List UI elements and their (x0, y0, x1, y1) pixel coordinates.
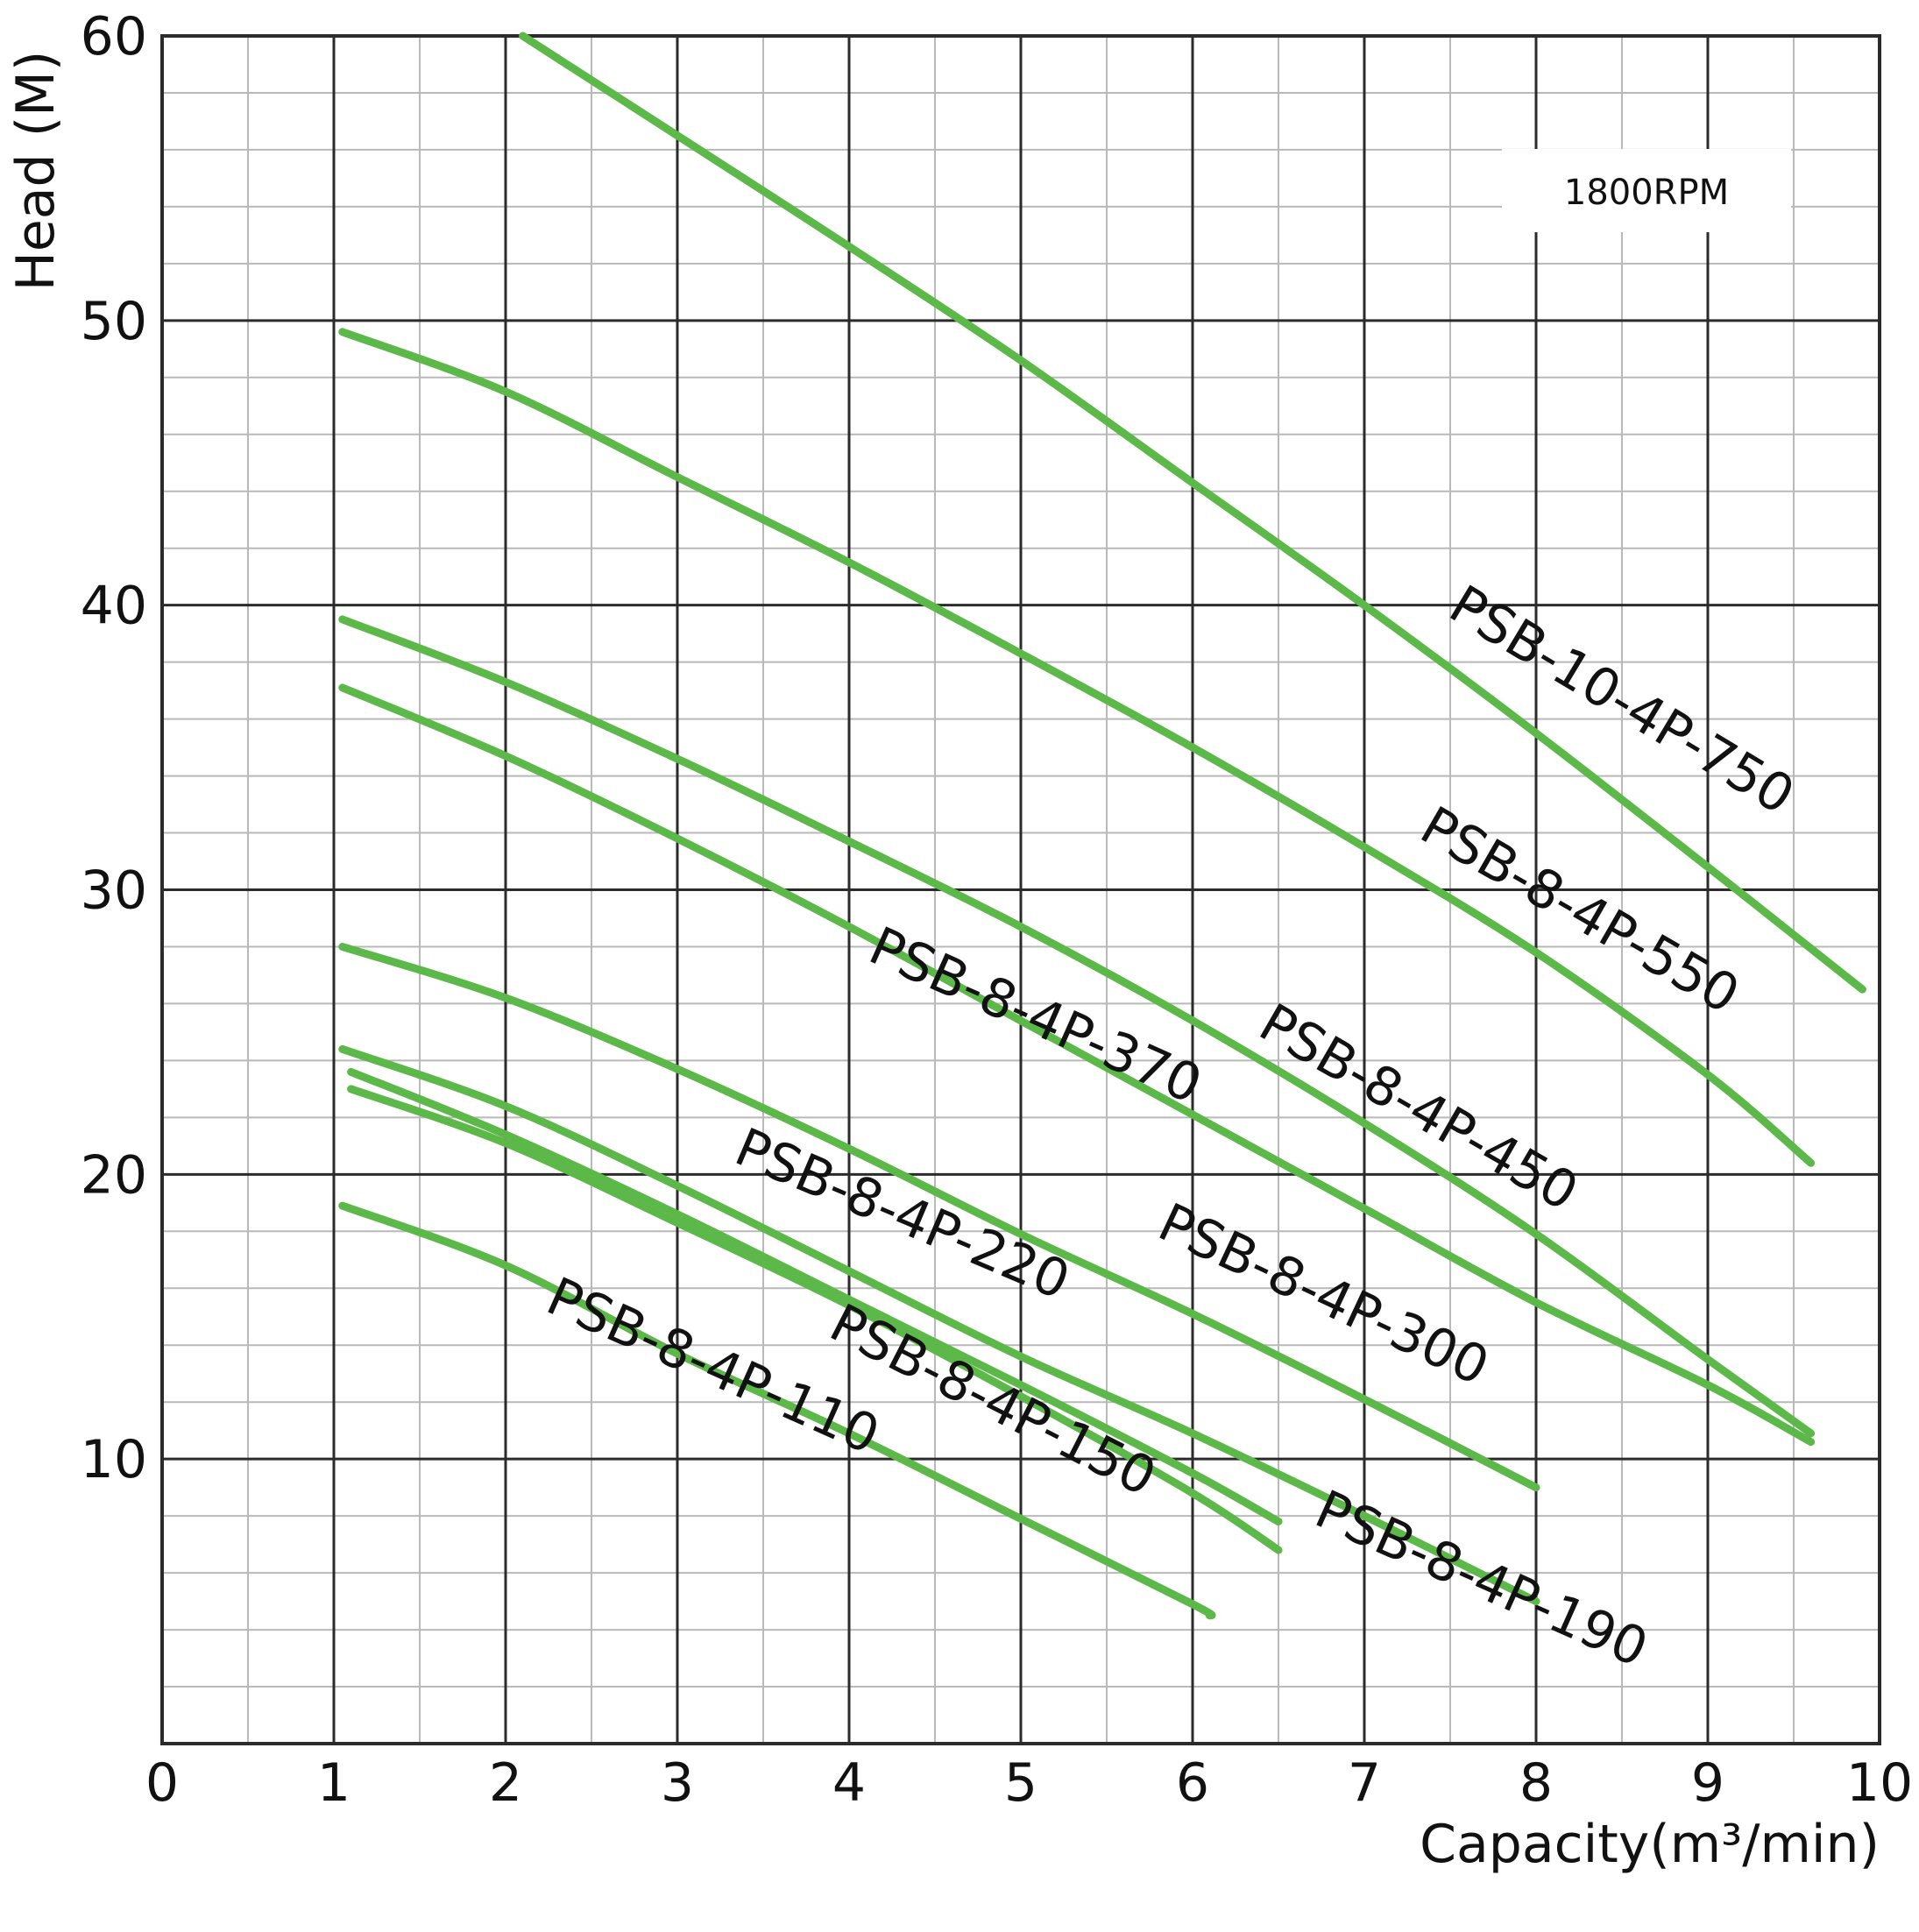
series-line-psb-8-4p-550 (338, 328, 1816, 1167)
x-tick-label: 4 (832, 1752, 866, 1814)
series-line-psb-8-4p-370 (338, 683, 1816, 1447)
y-tick-label: 40 (81, 576, 147, 637)
series-line-psb-10-4p-750 (519, 32, 1866, 994)
series-line-psb-8-4p-300 (338, 943, 1540, 1492)
y-tick-label: 10 (81, 1429, 147, 1490)
x-tick-label: 9 (1691, 1752, 1724, 1814)
series-label-psb-8-4p-190: PSB-8-4P-190 (1306, 1479, 1656, 1680)
y-axis-title: Head (M) (5, 51, 67, 292)
series-line-psb-8-4p-150 (347, 1085, 1283, 1554)
x-tick-label: 3 (661, 1752, 694, 1814)
y-tick-label: 20 (81, 1144, 147, 1206)
series-label-psb-8-4p-300: PSB-8-4P-300 (1150, 1192, 1498, 1398)
y-tick-label: 30 (81, 860, 147, 922)
x-tick-label: 5 (1004, 1752, 1037, 1814)
x-tick-label: 1 (317, 1752, 351, 1814)
series-lines (338, 32, 1866, 1620)
x-axis-title: Capacity(m³/min) (1420, 1814, 1880, 1875)
tick-labels: 0 1 2 3 4 5 6 7 8 9 10 10 20 30 40 50 60 (81, 6, 1914, 1814)
x-tick-label: 7 (1348, 1752, 1381, 1814)
series-line-psb-8-4p-220 (338, 1044, 1540, 1606)
rpm-badge-background (1502, 149, 1791, 232)
x-tick-label: 8 (1519, 1752, 1553, 1814)
series-line-psb-8-4p-110 (338, 1201, 1216, 1620)
series-label-psb-8-4p-550: PSB-8-4P-550 (1411, 795, 1750, 1026)
series-label-psb-8-4p-220: PSB-8-4P-220 (726, 1116, 1078, 1312)
x-tick-label: 10 (1846, 1752, 1913, 1814)
x-tick-label: 2 (489, 1752, 522, 1814)
series-line-psb-8-4p-450 (338, 615, 1816, 1438)
series-label-psb-8-4p-370: PSB-8-4P-370 (860, 916, 1210, 1116)
series-line-psb-8-4p-190 (347, 1067, 1283, 1526)
y-tick-label: 60 (81, 6, 147, 67)
x-tick-label: 6 (1176, 1752, 1209, 1814)
y-tick-label: 50 (81, 291, 147, 352)
major-gridlines (160, 34, 1881, 1745)
plot-frame (160, 34, 1881, 1745)
x-tick-label: 0 (145, 1752, 179, 1814)
rpm-label: 1800RPM (1564, 173, 1729, 213)
rpm-badge: 1800RPM (1502, 149, 1791, 232)
